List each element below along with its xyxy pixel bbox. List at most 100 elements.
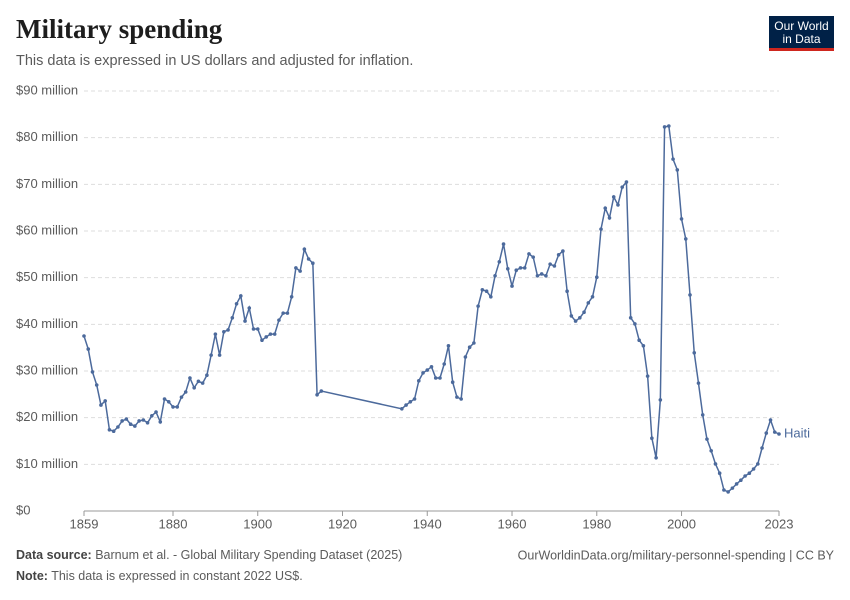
point: [472, 341, 476, 345]
point: [637, 338, 641, 343]
point: [569, 314, 574, 318]
point: [713, 462, 718, 466]
point: [94, 383, 99, 387]
source-text: Barnum et al. - Global Military Spending…: [95, 548, 402, 562]
point: [573, 319, 578, 323]
point: [497, 260, 502, 264]
point: [743, 474, 747, 478]
point: [476, 304, 480, 308]
point: [315, 393, 319, 397]
point: [438, 376, 442, 380]
point: [188, 376, 192, 380]
point: [196, 379, 201, 384]
source-label: Data source:: [16, 548, 92, 562]
point: [222, 330, 226, 334]
point: [277, 318, 281, 322]
y-tick-label: $70 million: [16, 176, 78, 191]
point: [442, 362, 447, 366]
point: [90, 370, 95, 374]
point: [705, 437, 709, 441]
x-tick-label: 1940: [413, 516, 442, 531]
point: [620, 185, 625, 189]
point: [616, 203, 620, 207]
point: [158, 420, 163, 424]
chart-subtitle: This data is expressed in US dollars and…: [16, 53, 413, 69]
x-tick-label: 1980: [582, 516, 611, 531]
point: [264, 335, 269, 339]
point: [238, 294, 243, 298]
point: [429, 365, 434, 369]
point: [205, 373, 209, 378]
point: [692, 351, 697, 355]
series-label: Haiti: [784, 425, 810, 440]
point: [446, 344, 451, 348]
point: [404, 403, 408, 407]
point: [772, 430, 777, 434]
chart-title: Military spending: [16, 14, 223, 44]
point: [756, 462, 760, 466]
point: [412, 397, 417, 401]
point: [230, 316, 235, 320]
x-tick-label: 2023: [765, 516, 794, 531]
point: [548, 262, 552, 266]
point: [298, 269, 302, 273]
point: [688, 293, 692, 297]
point: [247, 306, 252, 310]
x-tick-label: 1880: [159, 516, 188, 531]
logo-text: Our World: [774, 19, 828, 33]
point: [251, 327, 256, 331]
point: [171, 405, 175, 409]
point: [268, 332, 273, 336]
point: [408, 400, 413, 404]
point: [166, 400, 171, 404]
point: [179, 395, 184, 399]
point: [455, 395, 459, 399]
note: Note: This data is expressed in constant…: [16, 569, 303, 583]
point: [582, 310, 586, 315]
x-tick-label: 1859: [70, 516, 99, 531]
point: [467, 345, 472, 350]
point: [556, 253, 561, 257]
point: [527, 252, 531, 256]
point: [539, 272, 544, 276]
point: [150, 414, 154, 418]
point: [213, 332, 218, 336]
point: [578, 316, 582, 320]
point: [183, 390, 188, 394]
y-tick-label: $40 million: [16, 316, 78, 331]
point: [306, 257, 311, 261]
point: [200, 381, 205, 385]
logo: Our World in Data: [769, 16, 834, 51]
point: [552, 264, 557, 268]
point: [86, 347, 91, 351]
point: [730, 486, 735, 490]
point: [281, 311, 285, 315]
point: [624, 180, 629, 184]
point: [103, 399, 107, 403]
point: [522, 266, 527, 270]
y-tick-label: $10 million: [16, 456, 78, 471]
point: [294, 266, 298, 270]
point: [192, 386, 196, 390]
logo-text: in Data: [782, 32, 820, 46]
y-tick-label: $50 million: [16, 269, 78, 284]
point: [120, 419, 124, 423]
point: [133, 424, 137, 428]
point: [463, 355, 468, 359]
point: [611, 195, 616, 199]
point: [82, 334, 86, 338]
point: [747, 471, 752, 476]
point: [667, 124, 671, 128]
point: [658, 398, 663, 402]
point: [425, 368, 430, 372]
point: [175, 405, 180, 409]
point: [501, 242, 506, 246]
point: [777, 432, 781, 436]
point: [99, 403, 103, 407]
point: [654, 456, 658, 460]
point: [679, 217, 684, 221]
point: [561, 249, 565, 253]
point: [709, 449, 713, 453]
y-tick-label: $80 million: [16, 129, 78, 144]
